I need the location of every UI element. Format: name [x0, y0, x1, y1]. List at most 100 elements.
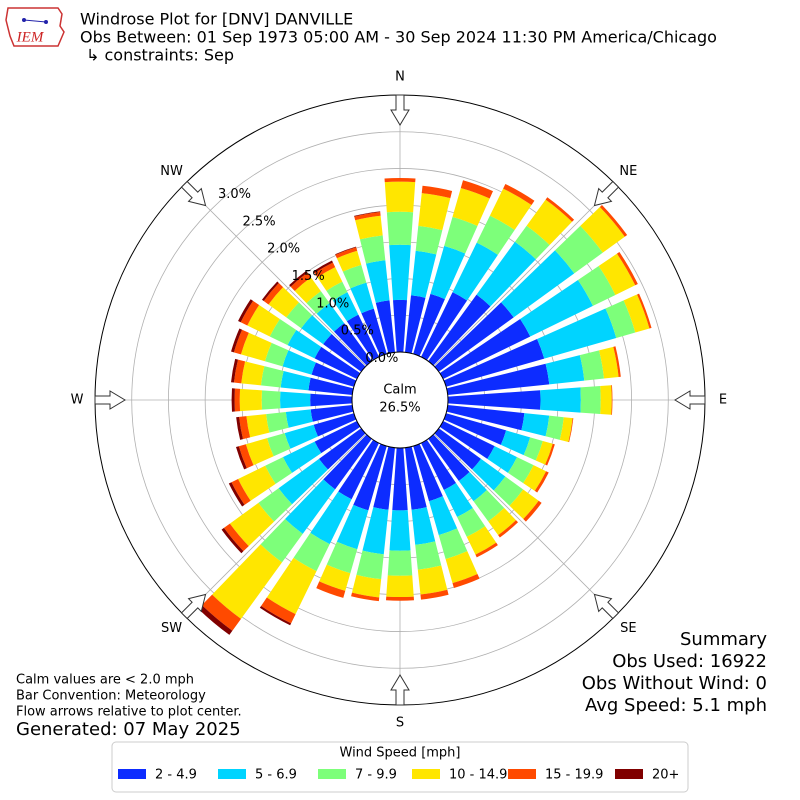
wind-bar: [351, 592, 380, 602]
wind-bar: [235, 446, 247, 470]
legend-label: 10 - 14.9: [449, 768, 507, 783]
direction-label: N: [395, 70, 405, 85]
flow-arrow-shape: [390, 674, 410, 706]
wind-bar: [611, 385, 613, 415]
flow-arrow-shape: [390, 94, 410, 126]
wind-bar: [473, 489, 505, 522]
note: Bar Convention: Meteorology: [16, 689, 206, 704]
wind-bar: [260, 366, 284, 388]
wind-bar: [342, 264, 367, 289]
flow-arrow-shape: [593, 593, 620, 620]
wind-bar: [493, 476, 524, 506]
legend-label: 5 - 6.9: [255, 768, 297, 783]
flow-arrow: [674, 390, 706, 410]
flow-arrow-shape: [180, 180, 207, 207]
wind-bar: [421, 292, 468, 361]
flow-arrow-shape: [180, 593, 207, 620]
note: Flow arrows relative to plot center.: [16, 705, 242, 720]
grid-spoke: [184, 433, 367, 616]
wind-bar: [240, 300, 260, 326]
wind-bar: [201, 594, 242, 631]
wind-bar: [488, 507, 516, 536]
wind-bar: [285, 479, 336, 534]
flow-arrow-shape: [674, 390, 706, 410]
wind-bar: [268, 287, 299, 318]
wind-bar: [287, 330, 322, 359]
wind-bar: [476, 215, 515, 255]
wind-bar: [472, 458, 506, 491]
wind-bar: [385, 596, 415, 601]
wind-bar: [263, 283, 284, 305]
wind-bar: [314, 262, 336, 278]
flow-arrow: [390, 94, 410, 126]
wind-bar: [289, 270, 308, 287]
wind-bar: [311, 362, 357, 387]
wind-bar: [336, 250, 362, 272]
wind-bar: [489, 188, 532, 230]
wind-bar: [579, 350, 605, 381]
wind-bar: [258, 488, 293, 522]
wind-bar: [246, 414, 270, 438]
flow-arrow: [593, 593, 620, 620]
legend-box: [111, 741, 689, 793]
wind-bar: [286, 302, 313, 329]
wind-bar: [580, 207, 625, 253]
chart-subtitle: Obs Between: 01 Sep 1973 05:00 AM - 30 S…: [80, 28, 717, 47]
wind-bar: [600, 385, 612, 415]
wind-bar: [319, 564, 351, 591]
flow-arrow: [390, 674, 410, 706]
wind-bar: [306, 291, 330, 314]
wind-bar: [411, 250, 437, 298]
wind-bar: [353, 443, 387, 511]
wind-bar: [259, 605, 292, 626]
wind-bar: [240, 332, 272, 362]
wind-bar: [535, 440, 553, 465]
legend-label: 2 - 4.9: [155, 768, 197, 783]
r-tick-label: 3.0%: [218, 187, 251, 202]
wind-bar: [523, 465, 547, 491]
wind-bar: [405, 446, 427, 510]
wind-bar: [361, 308, 387, 357]
wind-bar: [389, 510, 411, 551]
wind-bar: [318, 428, 366, 470]
wind-bar: [475, 542, 498, 558]
wind-bar: [568, 418, 574, 443]
summary-line: Avg Speed: 5.1 mph: [585, 695, 767, 716]
wind-bar: [444, 216, 478, 254]
wind-bar: [501, 250, 575, 318]
legend-label: 15 - 19.9: [545, 768, 603, 783]
legend-swatch: [412, 769, 440, 779]
wind-bar: [323, 334, 366, 372]
wind-bar: [266, 557, 317, 615]
wind-bar: [523, 500, 542, 522]
wind-bar: [355, 215, 383, 240]
wind-bar: [428, 294, 491, 366]
wind-bar: [284, 424, 318, 449]
wind-bar: [443, 338, 545, 387]
wind-bar: [413, 443, 443, 502]
wind-bar: [301, 315, 332, 345]
r-tick-label: 0.5%: [341, 324, 374, 339]
wind-bar: [476, 241, 536, 307]
wind-bar: [599, 204, 628, 237]
wind-bar: [509, 489, 539, 520]
r-tick-label: 2.0%: [267, 242, 300, 257]
wind-bar: [500, 430, 531, 456]
wind-bar: [521, 413, 550, 437]
calm-label: Calm: [383, 383, 416, 398]
wind-bar: [405, 295, 426, 354]
wind-bar: [351, 574, 382, 598]
wind-bar: [285, 409, 313, 428]
wind-bar: [228, 482, 245, 507]
wind-bar: [221, 527, 244, 554]
wind-bar: [434, 428, 482, 470]
flow-arrow: [593, 180, 620, 207]
wind-bar: [313, 260, 333, 274]
wind-bar: [540, 387, 581, 413]
wind-bar: [545, 355, 585, 385]
wind-bar: [247, 304, 280, 337]
logo: IEM: [5, 7, 65, 47]
wind-bar: [623, 294, 650, 333]
wind-bar: [282, 441, 322, 473]
